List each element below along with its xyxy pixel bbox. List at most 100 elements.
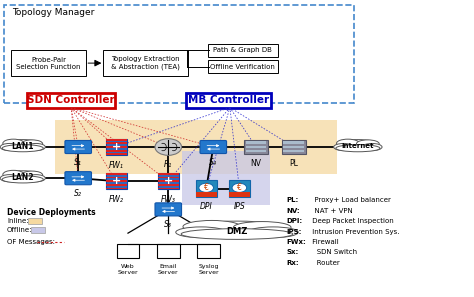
Bar [246, 141, 266, 144]
Circle shape [232, 183, 246, 192]
Bar [106, 150, 127, 151]
Ellipse shape [176, 227, 226, 238]
Text: Topology Manager: Topology Manager [12, 8, 94, 17]
Text: Inline:: Inline: [7, 218, 29, 224]
Bar [106, 187, 127, 189]
Ellipse shape [3, 139, 24, 148]
Bar [229, 192, 250, 197]
Text: +: + [111, 176, 121, 186]
Bar [106, 180, 127, 182]
Text: Rx:: Rx: [287, 260, 300, 266]
Bar [106, 173, 127, 189]
Text: SDN Switch: SDN Switch [310, 249, 356, 255]
Ellipse shape [0, 143, 19, 151]
Text: LAN1: LAN1 [11, 142, 34, 151]
Text: S₂: S₂ [74, 189, 82, 198]
Text: Device Deployments: Device Deployments [7, 208, 96, 217]
Bar [55, 120, 337, 174]
Bar [157, 244, 180, 258]
Ellipse shape [0, 175, 19, 182]
FancyBboxPatch shape [27, 93, 115, 108]
Ellipse shape [183, 220, 241, 233]
Bar [229, 181, 250, 197]
Text: PL:: PL: [287, 198, 299, 203]
Text: Offline Verification: Offline Verification [210, 64, 275, 70]
Ellipse shape [362, 143, 382, 151]
Text: +: + [111, 142, 121, 152]
Bar [246, 146, 266, 148]
Text: Topology Extraction
& Abstraction (TEA): Topology Extraction & Abstraction (TEA) [111, 56, 180, 70]
Text: PL: PL [290, 159, 298, 168]
Text: Router: Router [310, 260, 339, 266]
Text: Firewall: Firewall [310, 239, 338, 245]
Text: OF Messages:: OF Messages: [7, 239, 55, 245]
Text: DMZ: DMZ [226, 227, 248, 236]
Bar [158, 184, 179, 186]
Text: LAN2: LAN2 [11, 173, 34, 182]
Bar [106, 143, 127, 144]
FancyBboxPatch shape [208, 60, 278, 73]
Ellipse shape [27, 143, 46, 151]
Ellipse shape [21, 171, 43, 179]
Ellipse shape [336, 145, 380, 152]
Bar [106, 139, 127, 141]
Ellipse shape [2, 176, 43, 183]
Text: MB Controller: MB Controller [188, 95, 269, 105]
Bar [283, 146, 304, 148]
Bar [197, 244, 220, 258]
Bar [283, 141, 304, 144]
FancyBboxPatch shape [208, 44, 278, 57]
Bar [158, 173, 179, 175]
Ellipse shape [3, 170, 24, 179]
FancyBboxPatch shape [200, 140, 227, 154]
Ellipse shape [338, 140, 377, 149]
Text: NV: NV [250, 159, 262, 168]
Circle shape [155, 139, 182, 155]
Ellipse shape [248, 227, 298, 238]
Text: Path & Graph DB: Path & Graph DB [213, 48, 273, 53]
Text: FW₂: FW₂ [109, 195, 124, 204]
Text: €: € [237, 183, 242, 192]
FancyBboxPatch shape [155, 203, 182, 216]
Bar [244, 140, 268, 154]
Text: FWx:: FWx: [287, 239, 307, 245]
Bar [106, 184, 127, 186]
FancyBboxPatch shape [4, 5, 354, 103]
Bar [106, 177, 127, 178]
FancyBboxPatch shape [65, 172, 91, 185]
Text: Web
Server: Web Server [118, 264, 138, 275]
Text: DPI:: DPI: [287, 218, 303, 224]
Bar [31, 227, 45, 233]
Ellipse shape [337, 139, 359, 148]
Text: FW₃: FW₃ [161, 195, 176, 204]
Bar [106, 153, 127, 155]
Text: NV:: NV: [287, 208, 301, 214]
Text: S₁: S₁ [74, 158, 82, 167]
Ellipse shape [181, 229, 293, 239]
FancyBboxPatch shape [186, 93, 271, 108]
Bar [106, 146, 127, 148]
Text: Offline:: Offline: [7, 227, 33, 233]
Bar [283, 150, 304, 152]
Bar [158, 180, 179, 182]
Text: €: € [204, 183, 209, 192]
Bar [106, 139, 127, 155]
Text: DPI: DPI [200, 202, 212, 211]
Text: +: + [164, 176, 173, 186]
Text: Syslog
Server: Syslog Server [198, 264, 219, 275]
Text: FW₁: FW₁ [109, 160, 124, 170]
Ellipse shape [4, 171, 41, 180]
FancyBboxPatch shape [65, 140, 91, 154]
Text: SDN Controller: SDN Controller [27, 95, 115, 105]
Text: Proxy+ Load balancer: Proxy+ Load balancer [310, 198, 391, 203]
Text: R₁: R₁ [164, 160, 173, 169]
Text: Email
Server: Email Server [158, 264, 179, 275]
Bar [158, 173, 179, 189]
Text: IPS: IPS [234, 202, 245, 211]
Text: Internet: Internet [342, 143, 374, 149]
Bar [117, 244, 139, 258]
Ellipse shape [27, 175, 46, 182]
Ellipse shape [21, 140, 43, 148]
Bar [246, 150, 266, 152]
Bar [158, 187, 179, 189]
